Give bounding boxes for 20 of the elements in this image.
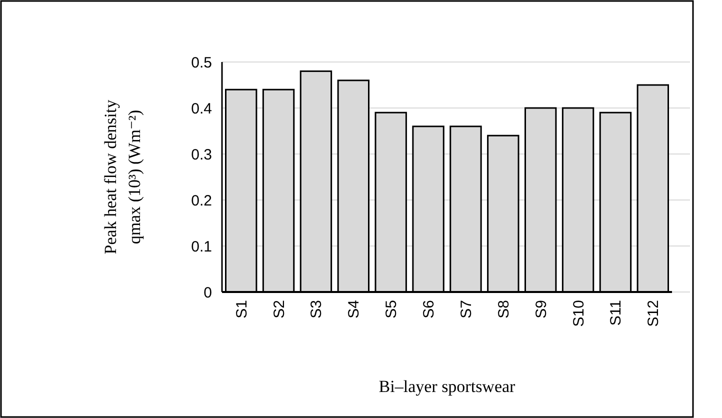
y-tick-label: 0.2 [191,192,212,210]
y-tick-label: 0.5 [191,54,212,72]
x-tick-label: S7 [458,300,475,318]
y-tick-label: 0 [204,284,212,302]
x-tick-label: S8 [495,300,512,318]
x-tick-label: S6 [420,300,438,318]
y-tick-label: 0.3 [191,146,212,164]
x-axis-title: Bi–layer sportswear [378,377,516,396]
x-tick-label: S1 [233,300,250,318]
x-tick-label: S10 [570,300,588,327]
x-tick-label: S2 [270,300,288,318]
x-tick-label: S3 [308,300,326,318]
x-tick-label: S4 [346,300,363,318]
x-tick-label: S11 [608,300,625,326]
x-tick-label: S12 [645,300,662,327]
y-tick-label: 0.1 [191,238,212,256]
x-tick-label: S9 [532,300,550,318]
y-axis-title: Peak heat flow density qmax (10³) (Wm⁻²) [101,99,144,254]
y-tick-label: 0.4 [191,100,212,118]
x-tick-label: S5 [383,300,400,318]
